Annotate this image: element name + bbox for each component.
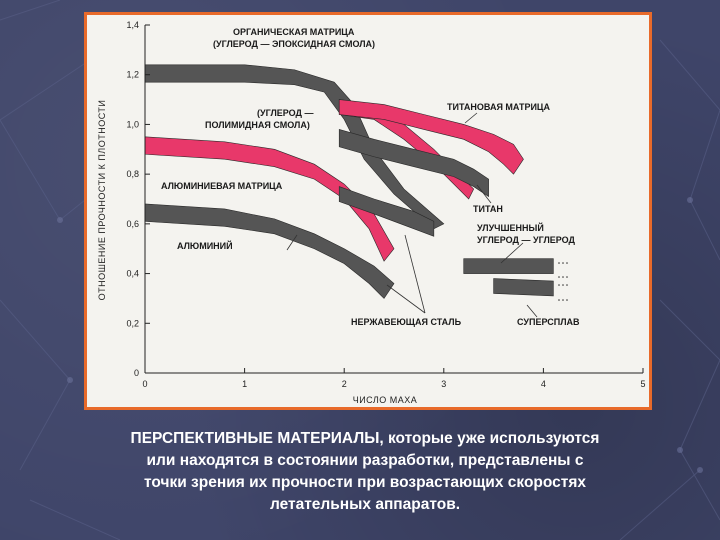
continuation-dots (558, 262, 568, 301)
y-tick-label: 1,0 (126, 119, 139, 129)
caption-line-2: или находятся в состоянии разработки, пр… (146, 452, 584, 469)
y-tick-label: 0,8 (126, 169, 139, 179)
annotation-organic-matrix: ОРГАНИЧЕСКАЯ МАТРИЦА (УГЛЕРОД — ЭПОКСИДН… (213, 27, 375, 49)
chart-svg: 0 1 2 3 4 5 0 0,2 0,4 0,6 0,8 1,0 1,2 1,4 ОТНОШЕНИЕ П… (97, 20, 646, 405)
leader-line-superalloy (526, 304, 538, 318)
leader-line-titanium-matrix (464, 112, 478, 124)
band-series-4 (338, 129, 489, 198)
band-series-7 (463, 258, 554, 274)
chart-frame: 0 1 2 3 4 5 0 0,2 0,4 0,6 0,8 1,0 1,2 1,4 ОТНОШЕНИЕ П… (84, 12, 652, 410)
x-tick-label: 5 (640, 379, 645, 389)
band-series-2 (338, 99, 524, 175)
annotation-organic-matrix-line2: (УГЛЕРОД — ЭПОКСИДНАЯ СМОЛА) (213, 39, 375, 49)
annotation-titanium-matrix: ТИТАНОВАЯ МАТРИЦА (447, 102, 551, 112)
x-tick-label: 4 (541, 379, 546, 389)
x-tick-label: 3 (441, 379, 446, 389)
x-tick-label: 2 (342, 379, 347, 389)
leader-line-stainless-steel-2 (386, 284, 426, 314)
annotation-superalloy: СУПЕРСПЛАВ (517, 317, 580, 327)
caption-line-1: ПЕРСПЕКТИВНЫЕ МАТЕРИАЛЫ, которые уже исп… (130, 430, 600, 447)
leader-line-stainless-steel (404, 234, 426, 314)
y-axis-label: ОТНОШЕНИЕ ПРОЧНОСТИ К ПЛОТНОСТИ (97, 100, 107, 301)
x-axis-label: ЧИСЛО МАХА (353, 395, 418, 405)
annotation-carbon-polyimide-line2: ПОЛИМИДНАЯ СМОЛА) (205, 120, 310, 130)
y-tick-label: 1,4 (126, 20, 139, 30)
caption-line-4: летательных аппаратов. (269, 496, 461, 513)
annotation-aluminium-matrix: АЛЮМИНИЕВАЯ МАТРИЦА (161, 181, 283, 191)
annotation-leader-lines (286, 112, 538, 318)
x-tick-label: 0 (142, 379, 147, 389)
y-tick-label: 0 (134, 368, 139, 378)
annotation-carbon-carbon: УЛУЧШЕННЫЙ УГЛЕРОД — УГЛЕРОД (477, 222, 576, 245)
chart-bands (144, 64, 554, 299)
chart-axes (144, 25, 643, 374)
leader-line-titanium (476, 184, 492, 204)
annotation-organic-matrix-line1: ОРГАНИЧЕСКАЯ МАТРИЦА (233, 27, 355, 37)
band-series-6 (144, 203, 395, 299)
annotation-carbon-polyimide-line1: (УГЛЕРОД — (257, 108, 313, 118)
annotation-stainless-steel: НЕРЖАВЕЮЩАЯ СТАЛЬ (351, 317, 462, 327)
annotation-aluminium: АЛЮМИНИЙ (177, 240, 233, 251)
y-tick-label: 0,6 (126, 219, 139, 229)
slide-caption: ПЕРСПЕКТИВНЫЕ МАТЕРИАЛЫ, которые уже исп… (70, 428, 660, 516)
leader-line-carbon-carbon (500, 242, 524, 264)
y-tick-label: 0,2 (126, 318, 139, 328)
y-tick-label: 0,4 (126, 269, 139, 279)
annotation-carbon-carbon-line2: УГЛЕРОД — УГЛЕРОД (477, 235, 576, 245)
annotation-carbon-carbon-line1: УЛУЧШЕННЫЙ (477, 222, 544, 233)
leader-line-aluminium (286, 234, 298, 251)
annotation-titanium: ТИТАН (473, 204, 503, 214)
annotation-carbon-polyimide: (УГЛЕРОД — ПОЛИМИДНАЯ СМОЛА) (205, 108, 313, 130)
y-tick-label: 1,2 (126, 70, 139, 80)
chart-ticks: 0 1 2 3 4 5 0 0,2 0,4 0,6 0,8 1,0 1,2 1,4 (126, 20, 645, 389)
caption-line-3: точки зрения их прочности при возрастающ… (143, 474, 587, 491)
band-series-5 (338, 186, 435, 237)
band-series-8 (493, 278, 554, 297)
x-tick-label: 1 (242, 379, 247, 389)
